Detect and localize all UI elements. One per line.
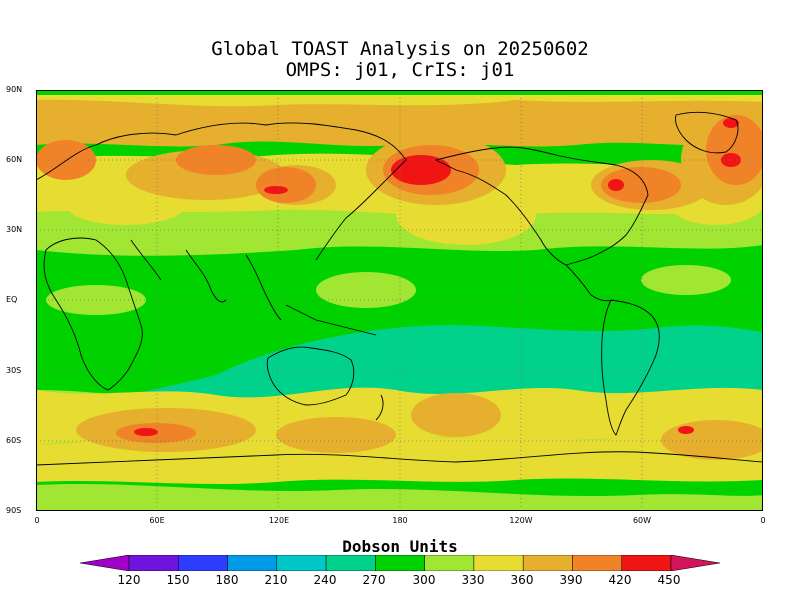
lon-label-180: 180	[392, 516, 408, 525]
colorbar-segment-above-450	[670, 555, 720, 571]
lon-label-60e: 60E	[149, 516, 165, 525]
colorbar-segment-240	[325, 555, 376, 571]
colorbar-label-270: 270	[362, 573, 386, 587]
colorbar-label-330: 330	[461, 573, 485, 587]
lat-label-60s: 60S	[6, 436, 22, 445]
lon-label-0: 0	[34, 516, 40, 525]
colorbar-segment-270	[375, 555, 425, 571]
field-red-450	[134, 118, 741, 436]
colorbar-label-420: 420	[608, 573, 632, 587]
title-line-2: OMPS: j01, CrIS: j01	[285, 59, 515, 81]
title-line-1: Global TOAST Analysis on 20250602	[211, 38, 589, 60]
colorbar-segment-180	[227, 555, 278, 571]
lon-label-0-east: 0	[760, 516, 766, 525]
colorbar-label-360: 360	[510, 573, 534, 587]
lon-label-120w: 120W	[509, 516, 533, 525]
lat-label-30n: 30N	[6, 225, 23, 234]
colorbar-label-120: 120	[117, 573, 141, 587]
lon-label-60w: 60W	[632, 516, 652, 525]
lat-label-90s: 90S	[6, 506, 22, 515]
coastlines	[36, 111, 763, 466]
colorbar-segment-420	[621, 555, 672, 571]
colorbar-segment-360	[522, 555, 573, 571]
colorbar-segment-390	[572, 555, 622, 571]
colorbar-segment-below-120	[80, 555, 130, 571]
colorbar-segment-210	[276, 555, 327, 571]
lat-label-eq: EQ	[6, 295, 18, 304]
colorbar-label-180: 180	[215, 573, 239, 587]
ozone-map	[36, 90, 763, 511]
colorbar-segment-120	[128, 555, 179, 571]
colorbar-segment-300	[424, 555, 475, 571]
lat-label-90n: 90N	[6, 85, 23, 94]
colorbar	[80, 555, 720, 571]
lon-label-120e: 120E	[268, 516, 290, 525]
colorbar-title: Dobson Units	[342, 537, 458, 556]
colorbar-label-210: 210	[264, 573, 288, 587]
colorbar-segment-150	[178, 555, 228, 571]
colorbar-label-150: 150	[166, 573, 190, 587]
colorbar-label-390: 390	[559, 573, 583, 587]
colorbar-label-450: 450	[657, 573, 681, 587]
colorbar-label-240: 240	[313, 573, 337, 587]
colorbar-segment-330	[473, 555, 524, 571]
lat-label-30s: 30S	[6, 366, 22, 375]
map-frame	[36, 90, 763, 511]
lat-label-60n: 60N	[6, 155, 23, 164]
colorbar-label-300: 300	[412, 573, 436, 587]
